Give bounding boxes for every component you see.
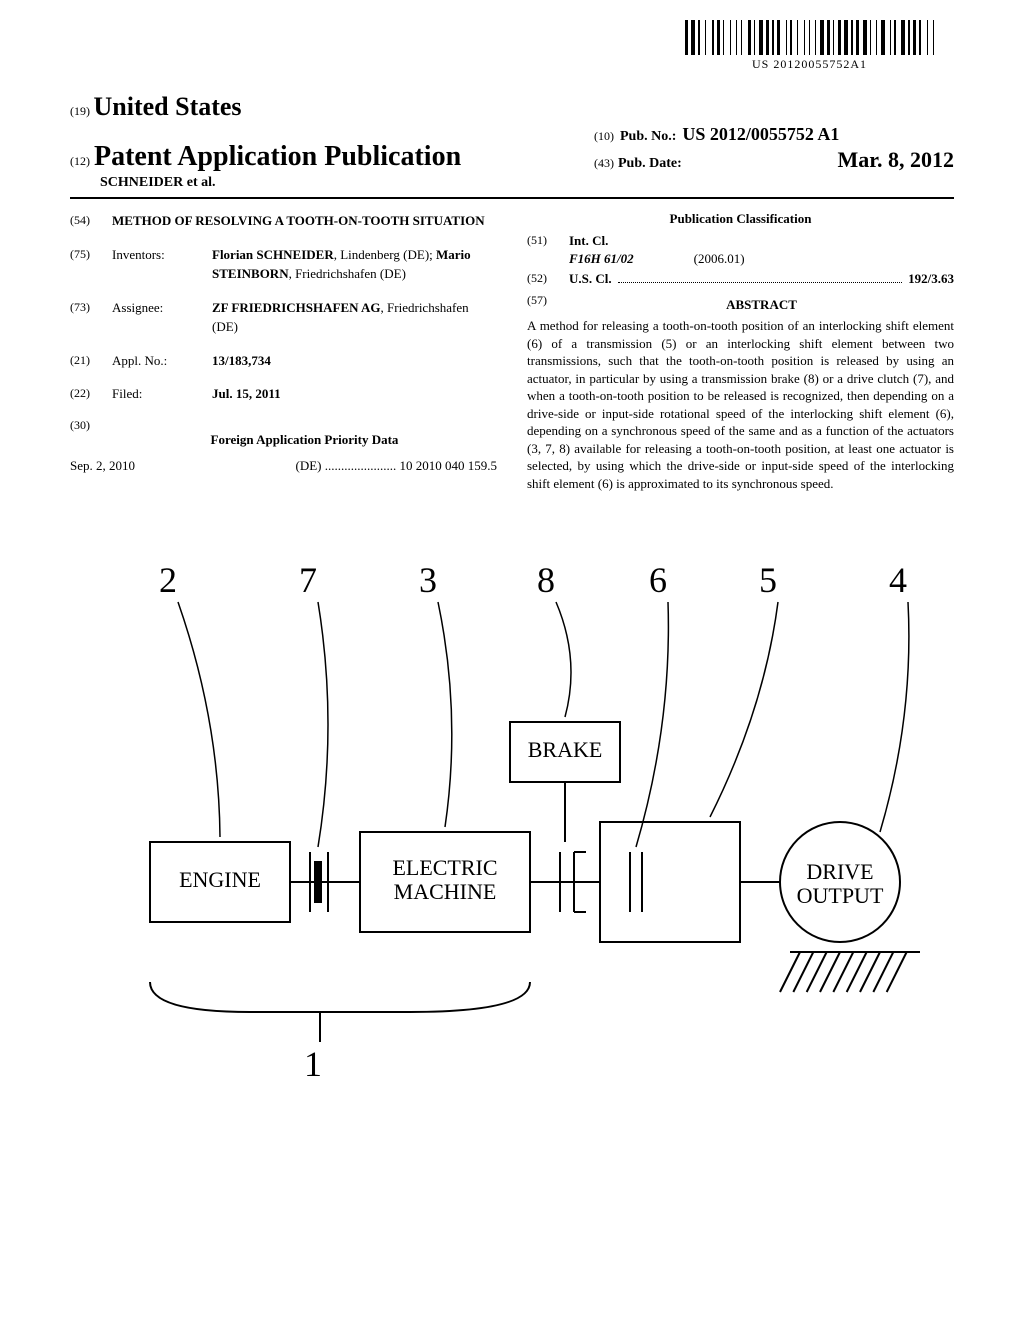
author-names: SCHNEIDER et al. [100,175,954,191]
int-cl-ref: (51) [527,233,569,249]
us-cl-value: 192/3.63 [908,271,954,287]
figure-area: ENGINE ELECTRICMACHINE BRAKE DRIVEOUTPUT 2 7 3… [70,552,954,1112]
dotted-leader [618,271,903,283]
jurisdiction-line: (19) United States [70,92,954,122]
jurisdiction: United States [94,92,242,121]
invention-title: METHOD OF RESOLVING A TOOTH-ON-TOOTH SIT… [112,213,485,228]
barcode-number: US 20120055752A1 [685,57,934,72]
svg-text:4: 4 [889,560,907,600]
svg-text:3: 3 [419,560,437,600]
svg-text:BRAKE: BRAKE [528,738,603,763]
pub-no-ref: (10) [594,129,614,144]
us-cl-ref: (52) [527,271,569,287]
int-cl-code: F16H 61/02 [569,251,634,267]
filed-ref: (22) [70,384,112,404]
int-cl-label: Int. Cl. [569,233,608,249]
foreign-priority: (30) Foreign Application Priority Data S… [70,418,497,474]
left-column: (54) METHOD OF RESOLVING A TOOTH-ON-TOOT… [70,211,497,492]
filed-value: Jul. 15, 2011 [212,384,497,404]
svg-text:5: 5 [759,560,777,600]
us-cl-label: U.S. Cl. [569,271,612,287]
pub-class-title: Publication Classification [527,211,954,227]
foreign-title: Foreign Application Priority Data [112,432,497,448]
pub-date-label: Pub. Date: [618,156,682,171]
svg-text:MACHINE: MACHINE [394,880,497,905]
int-cl-year: (2006.01) [694,251,745,267]
svg-text:ELECTRIC: ELECTRIC [392,856,497,881]
pub-type-ref: (12) [70,154,90,169]
appl-value: 13/183,734 [212,351,497,371]
abstract-body: A method for releasing a tooth-on-tooth … [527,317,954,492]
pub-no-label: Pub. No.: [620,129,676,145]
header-divider [70,197,954,199]
svg-text:2: 2 [159,560,177,600]
inventors-value: Florian SCHNEIDER, Lindenberg (DE); Mari… [212,245,497,284]
assignee-label: Assignee: [112,298,212,337]
filed-label: Filed: [112,384,212,404]
appl-ref: (21) [70,351,112,371]
pub-date-ref: (43) [594,156,614,170]
abstract-ref: (57) [527,293,569,317]
barcode [685,20,934,55]
foreign-ref: (30) [70,418,112,458]
title-ref: (54) [70,211,112,231]
abstract-title: ABSTRACT [569,297,954,313]
priority-date: Sep. 2, 2010 [70,458,135,474]
appl-label: Appl. No.: [112,351,212,371]
right-column: Publication Classification (51) Int. Cl.… [527,211,954,492]
assignee-value: ZF FRIEDRICHSHAFEN AG, Friedrichshafen (… [212,298,497,337]
pub-no: US 2012/0055752 A1 [682,124,839,145]
svg-text:ENGINE: ENGINE [179,868,261,893]
barcode-region: US 20120055752A1 [685,20,934,72]
priority-country: (DE) ...................... 10 2010 040 … [296,458,498,474]
inventors-label: Inventors: [112,245,212,284]
svg-text:DRIVE: DRIVE [806,860,873,885]
svg-text:7: 7 [299,560,317,600]
inventors-ref: (75) [70,245,112,284]
svg-text:8: 8 [537,560,555,600]
assignee-ref: (73) [70,298,112,337]
pub-type: Patent Application Publication [94,141,461,173]
svg-text:OUTPUT: OUTPUT [797,884,884,909]
jurisdiction-ref: (19) [70,104,90,118]
svg-text:6: 6 [649,560,667,600]
svg-text:1: 1 [304,1044,322,1084]
pub-date: Mar. 8, 2012 [837,147,954,173]
biblio-columns: (54) METHOD OF RESOLVING A TOOTH-ON-TOOT… [70,211,954,492]
header: (19) United States (12) Patent Applicati… [70,92,954,191]
figure-diagram: ENGINE ELECTRICMACHINE BRAKE DRIVEOUTPUT 2 7 3… [70,552,954,1112]
